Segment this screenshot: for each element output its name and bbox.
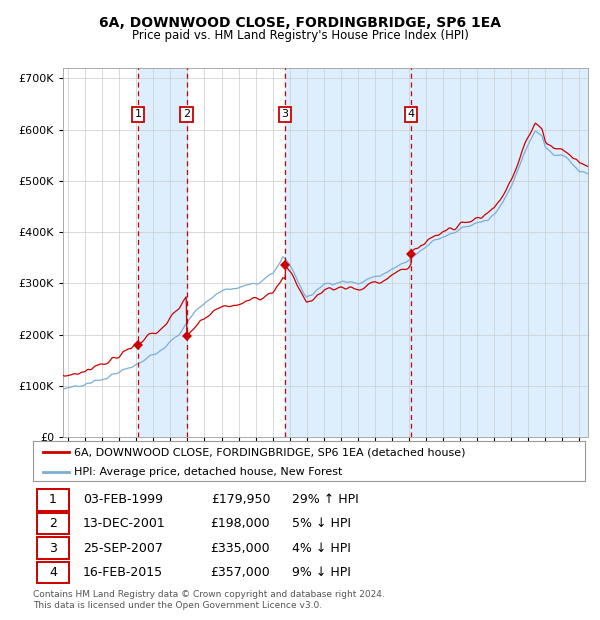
Text: 13-DEC-2001: 13-DEC-2001 [83,517,166,530]
Text: 5% ↓ HPI: 5% ↓ HPI [276,517,351,530]
Text: HPI: Average price, detached house, New Forest: HPI: Average price, detached house, New … [74,467,343,477]
Bar [411,68,588,437]
FancyBboxPatch shape [37,513,69,534]
Text: £335,000: £335,000 [211,541,271,554]
Text: Price paid vs. HM Land Registry's House Price Index (HPI): Price paid vs. HM Land Registry's House … [131,29,469,42]
Text: £179,950: £179,950 [211,494,271,507]
Text: 29% ↑ HPI: 29% ↑ HPI [276,494,359,507]
Text: 6A, DOWNWOOD CLOSE, FORDINGBRIDGE, SP6 1EA (detached house): 6A, DOWNWOOD CLOSE, FORDINGBRIDGE, SP6 1… [74,448,466,458]
FancyBboxPatch shape [37,538,69,559]
FancyBboxPatch shape [37,562,69,583]
Text: 3: 3 [49,541,57,554]
Text: 4% ↓ HPI: 4% ↓ HPI [276,541,351,554]
Text: 2: 2 [183,109,190,119]
Bar [285,68,411,437]
Text: 3: 3 [281,109,289,119]
Text: 16-FEB-2015: 16-FEB-2015 [83,566,163,579]
Text: £357,000: £357,000 [211,566,271,579]
Text: 1: 1 [49,494,57,507]
Text: 4: 4 [49,566,57,579]
Text: 25-SEP-2007: 25-SEP-2007 [83,541,163,554]
Text: Contains HM Land Registry data © Crown copyright and database right 2024.
This d: Contains HM Land Registry data © Crown c… [33,590,385,609]
Text: 03-FEB-1999: 03-FEB-1999 [83,494,163,507]
Text: 1: 1 [134,109,142,119]
Text: 2: 2 [49,517,57,530]
Text: 6A, DOWNWOOD CLOSE, FORDINGBRIDGE, SP6 1EA: 6A, DOWNWOOD CLOSE, FORDINGBRIDGE, SP6 1… [99,16,501,30]
Bar [138,68,187,437]
Text: 9% ↓ HPI: 9% ↓ HPI [276,566,351,579]
Text: £198,000: £198,000 [211,517,271,530]
Text: 4: 4 [407,109,415,119]
FancyBboxPatch shape [37,489,69,511]
